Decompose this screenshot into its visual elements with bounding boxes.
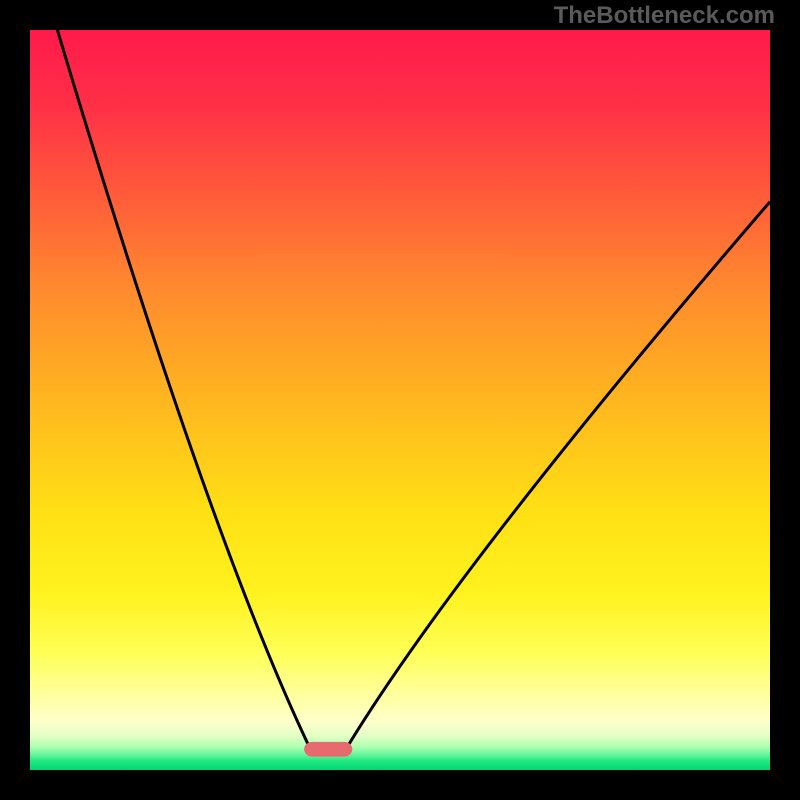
optimal-marker — [304, 742, 352, 757]
v-curve — [30, 30, 770, 770]
plot-area — [30, 30, 770, 770]
curve-left — [57, 30, 309, 748]
curve-right — [347, 202, 770, 748]
watermark-text: TheBottleneck.com — [554, 2, 775, 30]
